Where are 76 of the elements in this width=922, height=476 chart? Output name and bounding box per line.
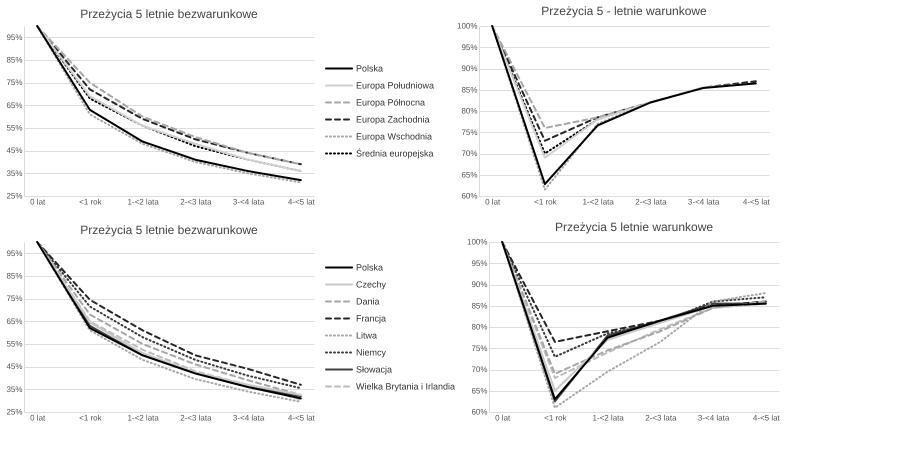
y-tick-label: 95%: [471, 258, 488, 268]
legend-label: Europa Zachodnia: [356, 114, 430, 124]
y-tick-label: 65%: [6, 100, 22, 110]
x-tick-label: <1 rok: [79, 198, 103, 206]
legend-label: Francja: [356, 314, 386, 324]
y-tick-label: 35%: [6, 384, 22, 394]
y-tick-label: 90%: [471, 280, 488, 289]
y-tick-label: 85%: [461, 85, 478, 94]
legend-label: Europa Południowa: [356, 80, 434, 90]
legend-label: Czechy: [356, 280, 387, 290]
x-tick-label: 4-<5 lat: [742, 198, 771, 206]
y-tick-label: 70%: [471, 365, 488, 374]
y-tick-label: 70%: [461, 149, 478, 158]
y-tick-label: 95%: [461, 42, 478, 52]
x-tick-label: 3-<4 lata: [232, 414, 265, 422]
x-tick-label: 1-<2 lata: [127, 414, 160, 422]
chart-title: Przeżycia 5 - letnie warunkowe: [541, 4, 708, 18]
y-tick-label: 55%: [6, 124, 22, 132]
y-tick-label: 100%: [467, 238, 488, 246]
x-tick-label: 0 lat: [30, 198, 46, 206]
legend-label: Europa Wschodnia: [356, 132, 432, 142]
y-tick-label: 100%: [457, 22, 478, 30]
chart-title: Przeżycia 5 letnie bezwarunkowe: [80, 7, 258, 21]
legend-label: Słowacja: [356, 364, 392, 374]
x-tick-label: <1 rok: [544, 414, 568, 422]
y-tick-label: 85%: [6, 272, 22, 280]
y-tick-label: 80%: [471, 322, 488, 332]
x-tick-label: 4-<5 lat: [752, 414, 781, 422]
x-tick-label: 2-<3 lata: [180, 198, 212, 206]
y-tick-label: 75%: [461, 128, 478, 137]
x-tick-label: <1 rok: [79, 414, 103, 422]
legend-label: Europa Północna: [356, 98, 426, 108]
legend-label: Polska: [356, 64, 384, 74]
x-tick-label: 3-<4 lata: [232, 198, 265, 206]
y-tick-label: 75%: [6, 78, 22, 88]
x-tick-label: 1-<2 lata: [582, 198, 614, 206]
legend-label: Dania: [356, 296, 380, 306]
y-tick-label: 80%: [461, 106, 478, 116]
y-tick-label: 60%: [461, 192, 478, 200]
chart-title: Przeżycia 5 letnie warunkowe: [554, 220, 714, 234]
x-tick-label: 1-<2 lata: [127, 198, 160, 206]
x-tick-label: 4-<5 lat: [288, 198, 316, 206]
y-tick-label: 60%: [471, 408, 488, 416]
y-tick-label: 85%: [471, 301, 488, 310]
y-tick-label: 55%: [6, 340, 22, 348]
y-tick-label: 65%: [461, 170, 478, 180]
y-tick-label: 45%: [6, 362, 22, 372]
x-tick-label: 2-<3 lata: [635, 198, 668, 206]
y-tick-label: 90%: [461, 64, 478, 73]
x-tick-label: 4-<5 lat: [288, 414, 316, 422]
chart-title: Przeżycia 5 letnie bezwarunkowe: [80, 223, 258, 237]
x-tick-label: 0 lat: [495, 414, 512, 422]
y-tick-label: 35%: [6, 168, 22, 178]
x-tick-label: 0 lat: [485, 198, 502, 206]
y-tick-label: 65%: [6, 316, 22, 326]
x-tick-label: 3-<4 lata: [698, 414, 730, 422]
x-tick-label: <1 rok: [534, 198, 558, 206]
x-tick-label: 3-<4 lata: [688, 198, 720, 206]
legend-label: Litwa: [356, 330, 378, 340]
legend-label: Średnia europejska: [356, 148, 434, 158]
legend-label: Polska: [356, 262, 384, 272]
legend-label: Niemcy: [356, 348, 386, 358]
y-tick-label: 45%: [6, 146, 22, 156]
y-tick-label: 25%: [6, 192, 22, 200]
y-tick-label: 65%: [471, 386, 488, 396]
y-tick-label: 75%: [471, 344, 488, 353]
x-tick-label: 2-<3 lata: [645, 414, 678, 422]
y-tick-label: 25%: [6, 408, 22, 416]
x-tick-label: 0 lat: [30, 414, 46, 422]
y-tick-label: 85%: [6, 56, 22, 64]
y-tick-label: 75%: [6, 294, 22, 304]
x-tick-label: 1-<2 lata: [592, 414, 624, 422]
legend-label: Wielka Brytania i Irlandia: [356, 382, 456, 392]
x-tick-label: 2-<3 lata: [180, 414, 212, 422]
y-tick-label: 95%: [6, 248, 22, 258]
y-tick-label: 95%: [6, 32, 22, 42]
